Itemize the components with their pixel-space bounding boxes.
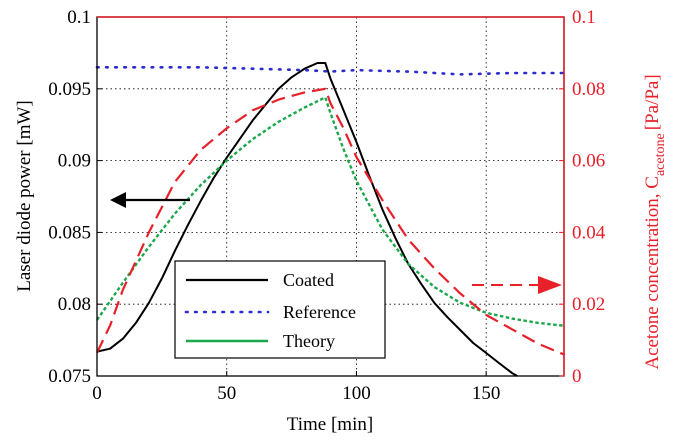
y-left-tick-label: 0.08 — [58, 294, 91, 315]
series-line-theory — [96, 96, 565, 327]
series-line-reference — [95, 66, 566, 76]
y-left-tick-label: 0.085 — [48, 222, 91, 243]
legend: Coated Reference Theory — [174, 260, 386, 359]
y-left-tick-label: 0.09 — [58, 151, 91, 172]
legend-label-coated: Coated — [283, 270, 334, 290]
y-axis-right-label-unit: [Pa/Pa] — [642, 74, 663, 130]
y-axis-left-label: Laser diode power [mW] — [14, 100, 35, 292]
ticks: 0 50 100 150 0.075 0.08 0.085 0.09 0.095 0.1 0 0.02… — [48, 7, 606, 404]
y-right-tick-label: 0.04 — [572, 222, 606, 243]
y-right-tick-label: 0.06 — [572, 151, 605, 172]
series-line-coated — [96, 62, 518, 377]
left-axis-arrow — [110, 192, 190, 208]
right-axis-arrow — [472, 276, 562, 294]
y-right-tick-label: 0.02 — [572, 294, 605, 315]
x-tick-label: 100 — [342, 383, 371, 404]
y-right-tick-label: 0.1 — [572, 7, 596, 28]
y-right-tick-label: 0.08 — [572, 79, 605, 100]
y-left-tick-label: 0.1 — [67, 7, 91, 28]
x-tick-label: 150 — [472, 383, 501, 404]
x-axis-label: Time [min] — [287, 414, 373, 435]
y-left-tick-label: 0.075 — [48, 366, 91, 387]
x-tick-label: 50 — [217, 383, 236, 404]
y-right-tick-label: 0 — [572, 366, 582, 387]
legend-label-reference: Reference — [283, 302, 356, 322]
legend-label-theory: Theory — [283, 331, 335, 351]
y-left-tick-label: 0.095 — [48, 79, 91, 100]
y-axis-right-label-main: Acetone concentration, C — [642, 176, 663, 370]
series-line-acetone-concentration — [96, 87, 565, 356]
y-axis-right-label-subscript: acetone — [653, 133, 668, 176]
series-layer — [95, 62, 566, 377]
x-tick-label: 0 — [92, 383, 102, 404]
y-axis-right-label: Acetone concentration, Cacetone [Pa/Pa] — [642, 74, 668, 369]
